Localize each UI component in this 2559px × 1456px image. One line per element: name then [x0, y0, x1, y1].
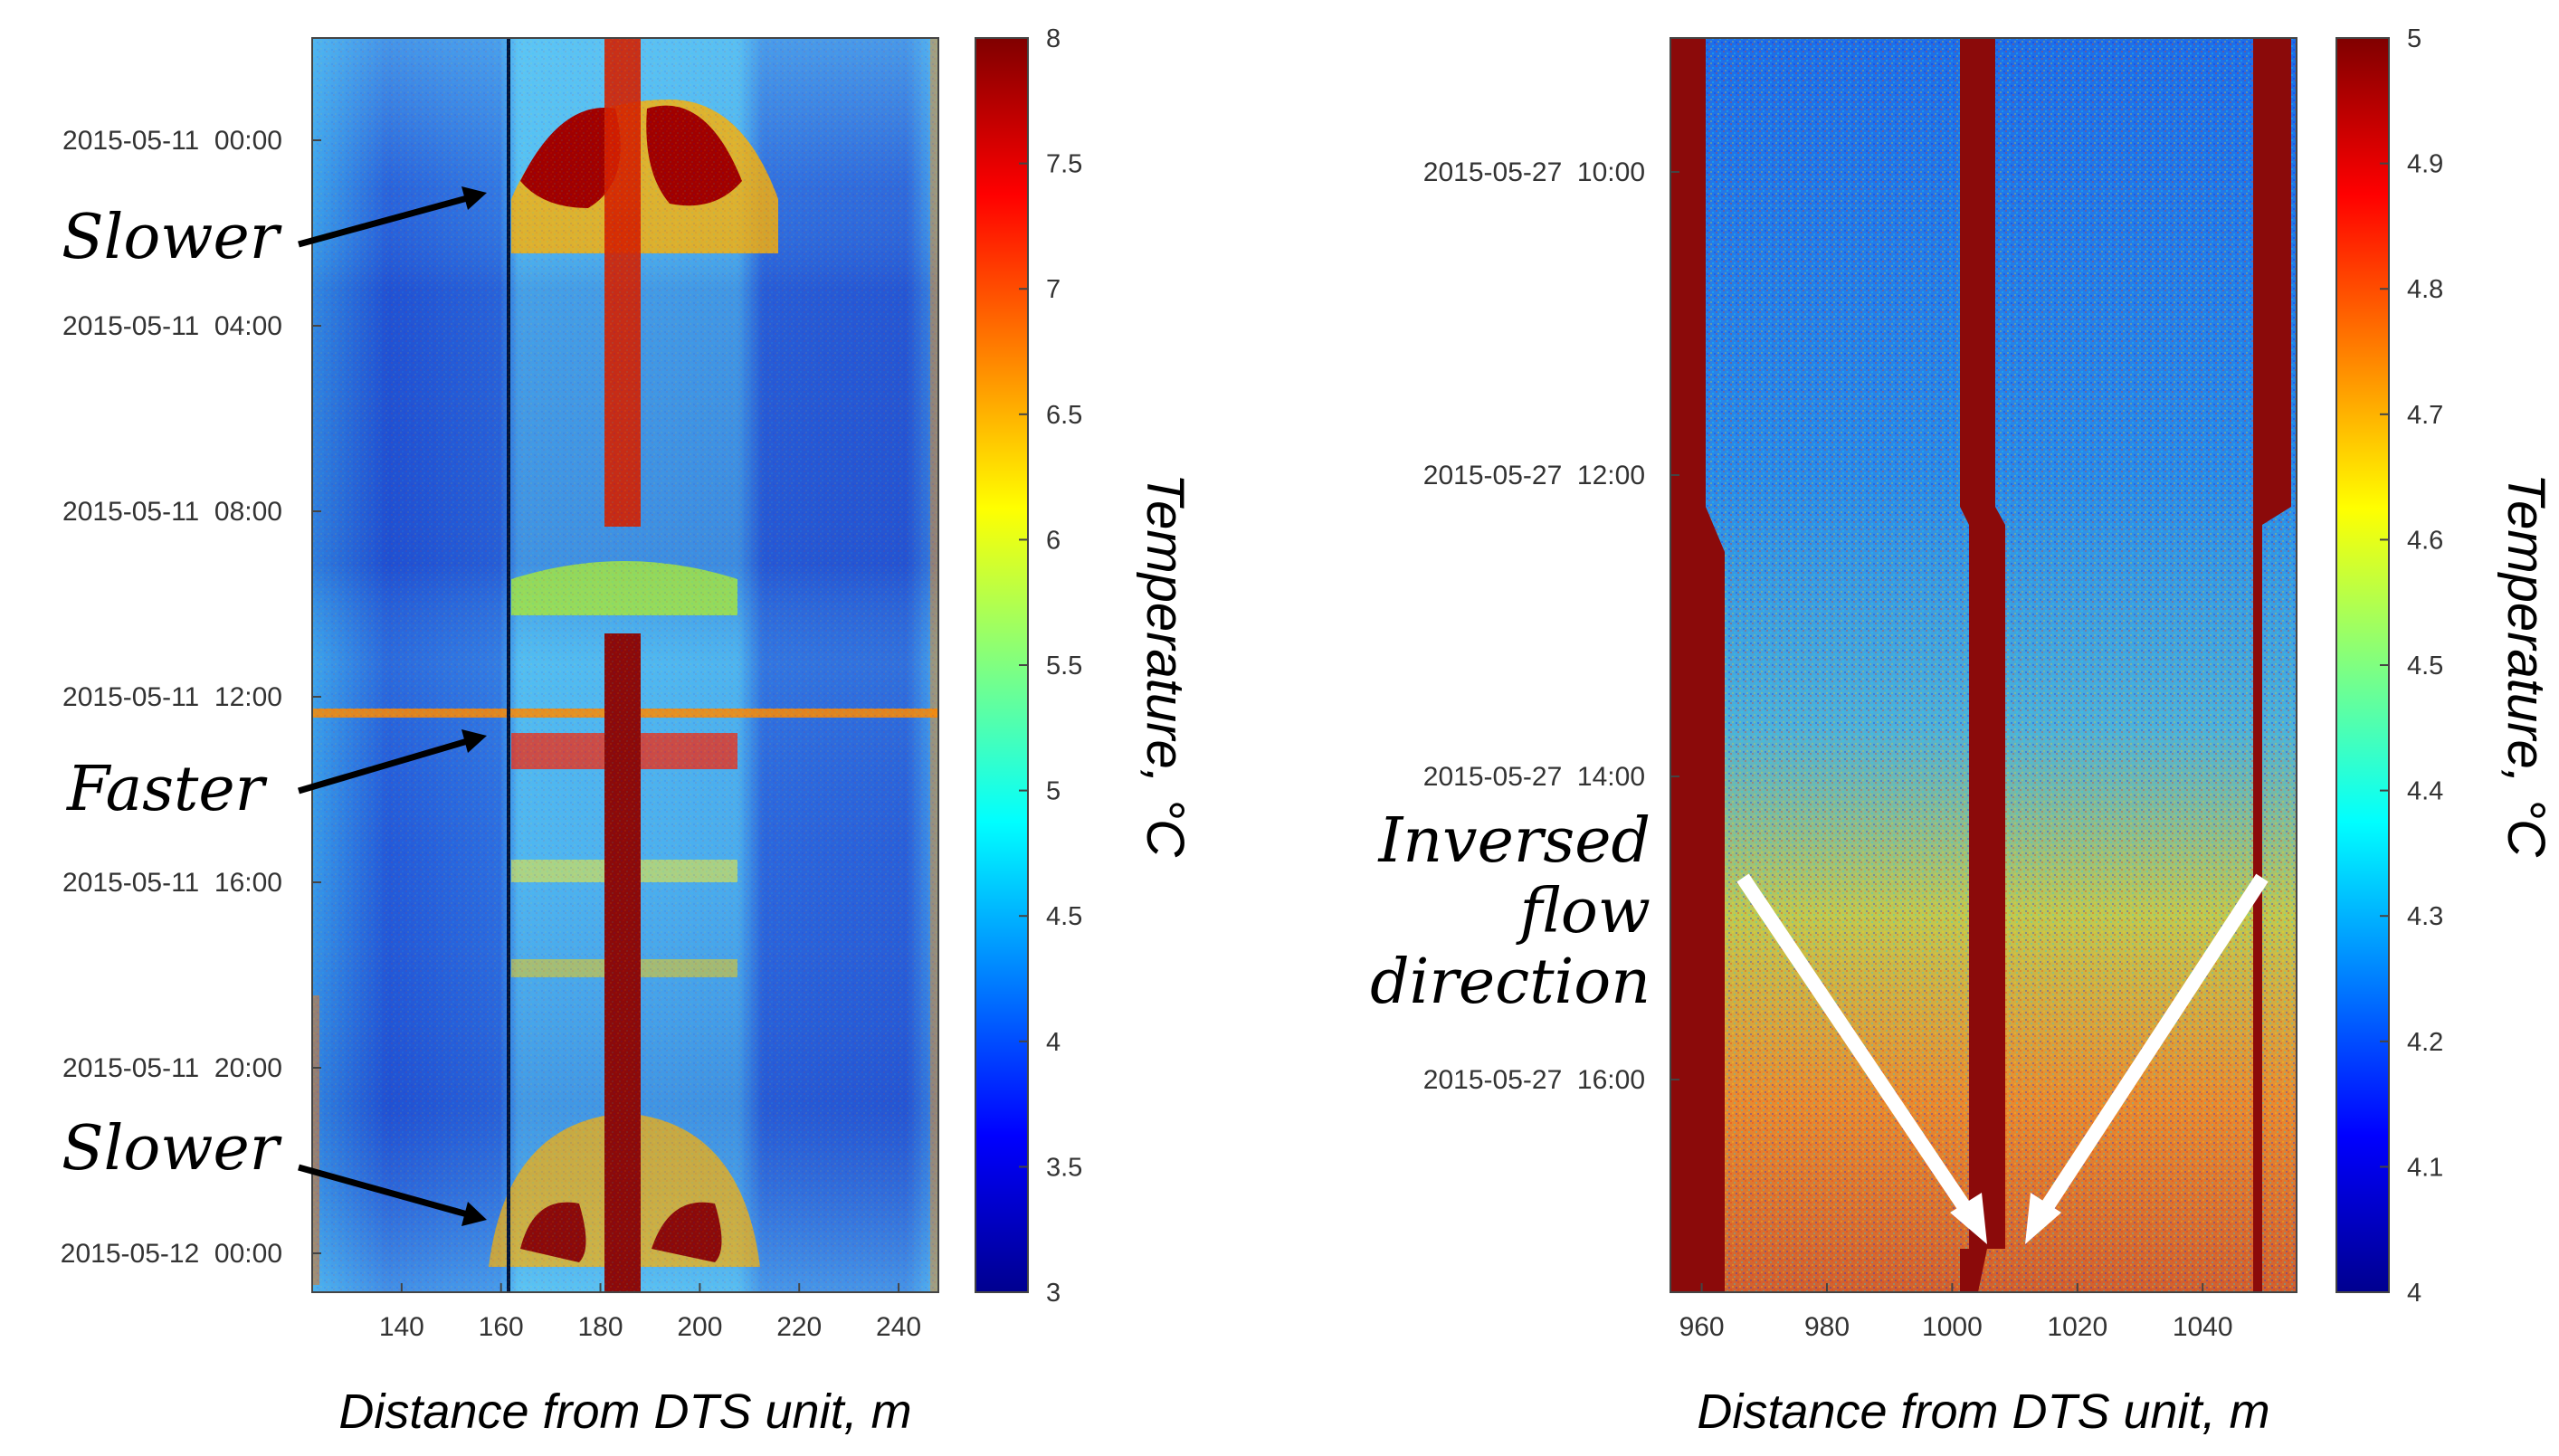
- right-colorbar-tick-label: 4.7: [2407, 401, 2443, 430]
- left-colorbar-tick-label: 6: [1046, 526, 1061, 555]
- right-heatmap-image: [1670, 37, 2297, 1293]
- left-heatmap-panel: 2015-05-11 00:00 2015-05-11 04:00 2015-05-…: [61, 24, 1194, 1439]
- left-x-axis-title: Distance from DTS unit, m: [338, 1385, 911, 1439]
- right-colorbar-tick-label: 4.8: [2407, 275, 2443, 304]
- right-x-tick-label: 1000: [1922, 1312, 1983, 1342]
- left-x-tick-label: 160: [479, 1312, 524, 1342]
- right-y-tick-label: 2015-05-27 10:00: [1423, 157, 1645, 187]
- black-arrow-slower-bottom: [298, 1164, 487, 1226]
- right-colorbar-tick-label: 4.6: [2407, 526, 2443, 555]
- annotation-flow: flow: [1516, 876, 1651, 947]
- right-x-tick-label: 960: [1679, 1312, 1725, 1342]
- left-y-tick-label: 2015-05-12 00:00: [61, 1239, 282, 1269]
- right-y-tick-label: 2015-05-27 14:00: [1423, 762, 1645, 792]
- right-colorbar-title: Temperature, °C: [2497, 473, 2555, 858]
- right-x-tick-labels: 960 980 1000 1020 1040: [1679, 1283, 2233, 1342]
- right-colorbar-tick-label: 4.9: [2407, 150, 2443, 179]
- white-arrow-right: [2025, 873, 2269, 1244]
- left-colorbar-tick-label: 5: [1046, 777, 1061, 806]
- right-colorbar-tick-label: 4.5: [2407, 652, 2443, 680]
- right-colorbar-tick-label: 5: [2407, 24, 2421, 53]
- annotation-inversed: Inversed: [1377, 805, 1651, 877]
- left-y-tick-label: 2015-05-11 16:00: [62, 868, 282, 898]
- left-colorbar-tick-label: 8: [1046, 24, 1061, 53]
- right-x-axis-title: Distance from DTS unit, m: [1697, 1385, 2269, 1439]
- right-colorbar: 4 4.1 4.2 4.3 4.4 4.5 4.6 4.7 4.8 4.9 5: [2335, 24, 2443, 1308]
- left-colorbar-title: Temperature, °C: [1136, 473, 1194, 858]
- right-heatmap-panel: 2015-05-27 10:00 2015-05-27 12:00 2015-05-…: [1370, 24, 2555, 1439]
- left-colorbar-tick-label: 7: [1046, 275, 1061, 304]
- right-x-tick-label: 1040: [2173, 1312, 2233, 1342]
- left-colorbar-tick-label: 4: [1046, 1028, 1061, 1057]
- left-colorbar-tick-label: 7.5: [1046, 150, 1082, 179]
- right-colorbar-tick-label: 4.2: [2407, 1028, 2443, 1057]
- right-y-tick-label: 2015-05-27 16:00: [1423, 1065, 1645, 1095]
- black-arrow-faster: [298, 729, 487, 795]
- black-arrow-slower-top: [298, 186, 487, 248]
- right-x-tick-label: 980: [1804, 1312, 1850, 1342]
- right-colorbar-tick-label: 4.1: [2407, 1153, 2443, 1182]
- right-y-tick-labels: 2015-05-27 10:00 2015-05-27 12:00 2015-05-…: [1423, 157, 1679, 1095]
- left-colorbar-tick-label: 3.5: [1046, 1153, 1082, 1182]
- left-heatmap-image: [311, 37, 939, 1293]
- left-x-tick-labels: 140 160 180 200 220 240: [379, 1283, 921, 1342]
- right-colorbar-tick-label: 4: [2407, 1279, 2421, 1308]
- left-colorbar: 3 3.5 4 4.5 5 5.5 6 6.5 7 7.5 8: [975, 24, 1082, 1308]
- left-colorbar-tick-label: 4.5: [1046, 902, 1082, 931]
- left-colorbar-tick-label: 6.5: [1046, 401, 1082, 430]
- left-x-tick-label: 200: [677, 1312, 722, 1342]
- annotation-direction: direction: [1370, 947, 1651, 1018]
- left-colorbar-tick-label: 5.5: [1046, 652, 1082, 680]
- right-y-tick-label: 2015-05-27 12:00: [1423, 461, 1645, 490]
- right-colorbar-tick-labels: 4 4.1 4.2 4.3 4.4 4.5 4.6 4.7 4.8 4.9 5: [2380, 24, 2443, 1308]
- left-colorbar-tick-label: 3: [1046, 1279, 1061, 1308]
- left-y-tick-label: 2015-05-11 04:00: [62, 311, 282, 341]
- left-y-tick-labels: 2015-05-11 00:00 2015-05-11 04:00 2015-05-…: [61, 126, 321, 1269]
- right-colorbar-tick-label: 4.3: [2407, 902, 2443, 931]
- right-colorbar-tick-label: 4.4: [2407, 777, 2443, 806]
- left-y-tick-label: 2015-05-11 20:00: [62, 1053, 282, 1083]
- annotation-faster: Faster: [65, 754, 268, 825]
- left-x-tick-label: 180: [578, 1312, 623, 1342]
- left-x-tick-label: 240: [876, 1312, 921, 1342]
- left-x-tick-label: 140: [379, 1312, 424, 1342]
- left-x-tick-label: 220: [776, 1312, 822, 1342]
- left-y-tick-label: 2015-05-11 08:00: [62, 497, 282, 527]
- annotation-slower-top: Slower: [62, 202, 282, 273]
- left-y-tick-label: 2015-05-11 00:00: [62, 126, 282, 156]
- annotation-slower-bottom: Slower: [62, 1113, 282, 1185]
- left-y-tick-label: 2015-05-11 12:00: [62, 682, 282, 712]
- left-colorbar-tick-labels: 3 3.5 4 4.5 5 5.5 6 6.5 7 7.5 8: [1019, 24, 1082, 1308]
- right-x-tick-label: 1020: [2047, 1312, 2107, 1342]
- white-arrow-left: [1736, 873, 1987, 1244]
